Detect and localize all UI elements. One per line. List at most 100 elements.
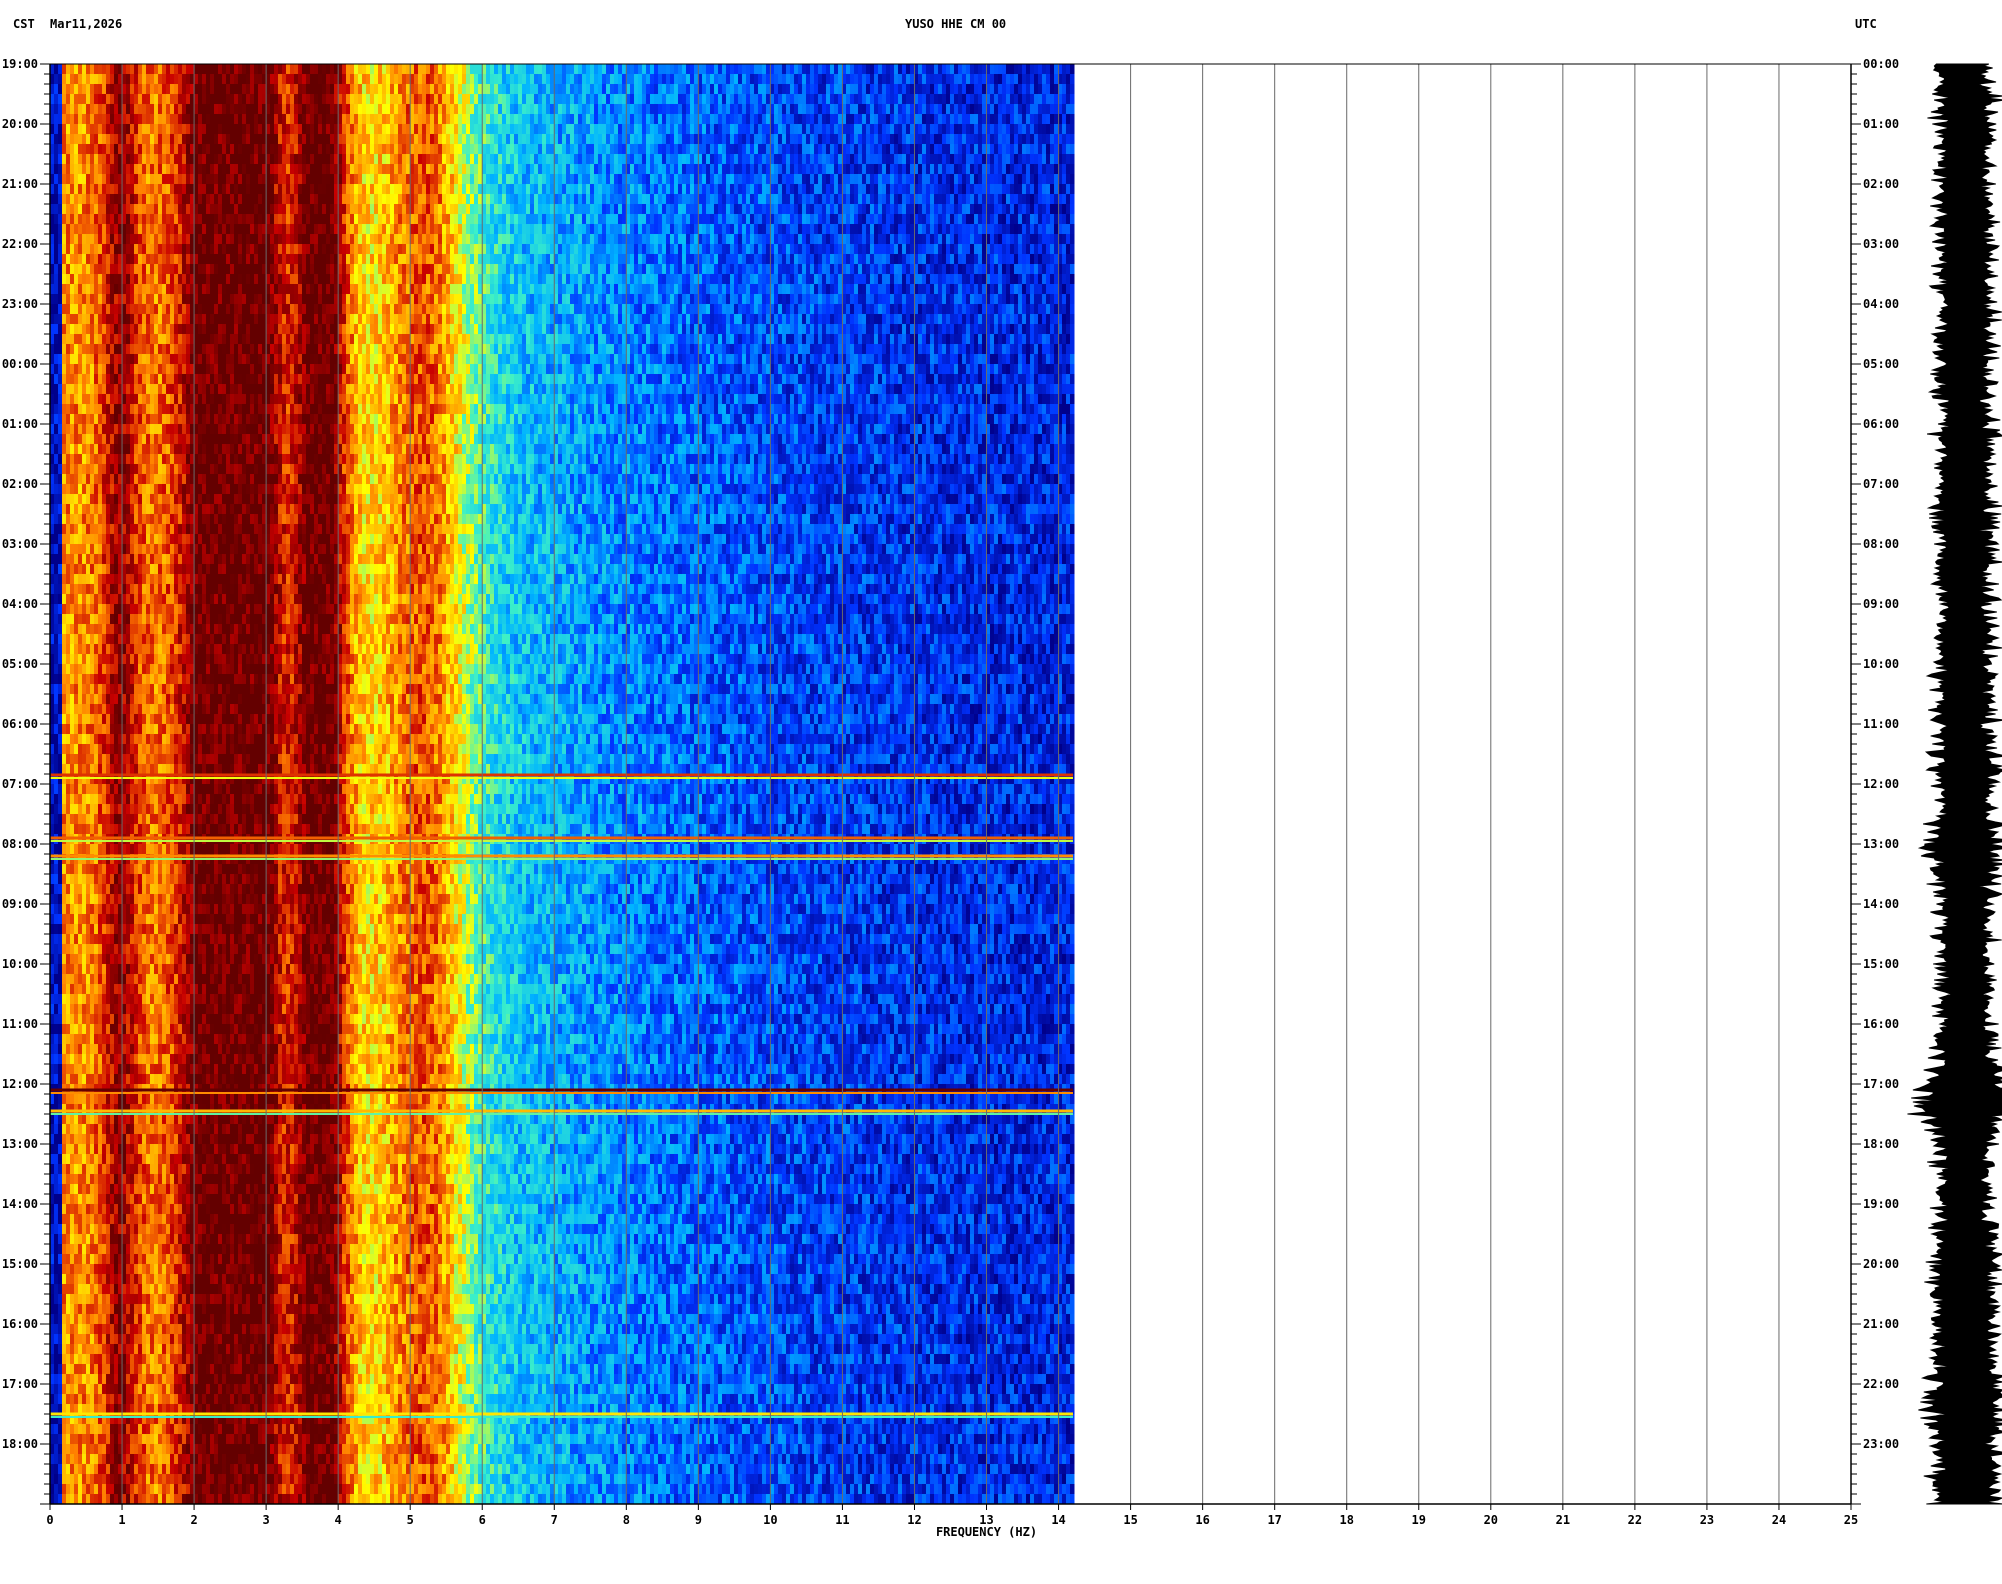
heatmap-cell (150, 704, 155, 715)
heatmap-cell (126, 404, 131, 415)
heatmap-cell (98, 984, 103, 995)
heatmap-cell (122, 1344, 127, 1355)
heatmap-cell (66, 1094, 71, 1105)
heatmap-cell (110, 744, 115, 755)
heatmap-cell (74, 1414, 79, 1425)
heatmap-cell (102, 1314, 107, 1325)
heatmap-cell (114, 894, 119, 905)
heatmap-cell (90, 684, 95, 695)
heatmap-cell (78, 1204, 83, 1215)
heatmap-cell (146, 1234, 151, 1245)
heatmap-cell (82, 1034, 87, 1045)
heatmap-cell (78, 1394, 83, 1405)
heatmap-cell (54, 1224, 59, 1235)
heatmap-cell (90, 1494, 95, 1505)
heatmap-cell (86, 944, 91, 955)
heatmap-cell (114, 544, 119, 555)
heatmap-cell (102, 1324, 107, 1335)
heatmap-cell (82, 1154, 87, 1165)
heatmap-cell (54, 1114, 59, 1125)
heatmap-cell (122, 624, 127, 635)
heatmap-cell (102, 884, 107, 895)
heatmap-cell (142, 1464, 147, 1475)
heatmap-cell (78, 1164, 83, 1175)
heatmap-cell (150, 554, 155, 565)
heatmap-cell (134, 1214, 139, 1225)
heatmap-cell (74, 354, 79, 365)
heatmap-cell (58, 1244, 63, 1255)
heatmap-cell (66, 954, 71, 965)
heatmap-cell (58, 224, 63, 235)
heatmap-cell (78, 1154, 83, 1165)
heatmap-cell (146, 444, 151, 455)
heatmap-cell (94, 474, 99, 485)
heatmap-cell (94, 454, 99, 465)
heatmap-cell (86, 1304, 91, 1315)
heatmap-cell (134, 224, 139, 235)
heatmap-cell (146, 1114, 151, 1125)
heatmap-cell (138, 384, 143, 395)
heatmap-cell (114, 1464, 119, 1475)
heatmap-cell (122, 1144, 127, 1155)
heatmap-cell (86, 1054, 91, 1065)
heatmap-cell (62, 894, 67, 905)
heatmap-cell (98, 714, 103, 725)
heatmap-cell (142, 1484, 147, 1495)
heatmap-cell (134, 134, 139, 145)
heatmap-cell (62, 1134, 67, 1145)
heatmap-cell (150, 614, 155, 625)
heatmap-cell (86, 914, 91, 925)
heatmap-cell (66, 894, 71, 905)
heatmap-cell (94, 744, 99, 755)
heatmap-cell (142, 1414, 147, 1425)
heatmap-cell (106, 1464, 111, 1475)
heatmap-cell (54, 394, 59, 405)
heatmap-cell (54, 384, 59, 395)
heatmap-cell (126, 204, 131, 215)
heatmap-cell (130, 754, 135, 765)
heatmap-cell (142, 1494, 147, 1505)
heatmap-cell (110, 274, 115, 285)
heatmap-cell (130, 614, 135, 625)
heatmap-cell (114, 234, 119, 245)
heatmap-cell (98, 164, 103, 175)
heatmap-cell (110, 894, 115, 905)
heatmap-cell (150, 934, 155, 945)
heatmap-cell (122, 354, 127, 365)
heatmap-cell (58, 124, 63, 135)
heatmap-cell (130, 964, 135, 975)
heatmap-cell (146, 474, 151, 485)
heatmap-cell (70, 1034, 75, 1045)
heatmap-cell (114, 434, 119, 445)
heatmap-cell (122, 724, 127, 735)
heatmap-cell (62, 544, 67, 555)
heatmap-cell (98, 84, 103, 95)
heatmap-cell (54, 444, 59, 455)
heatmap-cell (90, 534, 95, 545)
heatmap-cell (126, 804, 131, 815)
heatmap-cell (110, 1324, 115, 1335)
heatmap-cell (54, 144, 59, 155)
heatmap-cell (146, 1304, 151, 1315)
heatmap-cell (146, 704, 151, 715)
heatmap-cell (70, 1294, 75, 1305)
heatmap-cell (58, 1384, 63, 1395)
heatmap-cell (102, 914, 107, 925)
heatmap-cell (94, 1304, 99, 1315)
heatmap-cell (106, 1154, 111, 1165)
heatmap-cell (150, 724, 155, 735)
heatmap-cell (78, 124, 83, 135)
heatmap-cell (134, 1284, 139, 1295)
heatmap-cell (106, 1124, 111, 1135)
heatmap-cell (146, 864, 151, 875)
heatmap-cell (134, 914, 139, 925)
heatmap-cell (146, 264, 151, 275)
heatmap-cell (126, 1124, 131, 1135)
heatmap-cell (106, 484, 111, 495)
heatmap-cell (106, 1374, 111, 1385)
heatmap-cell (138, 1274, 143, 1285)
heatmap-cell (54, 524, 59, 535)
heatmap-cell (62, 414, 67, 425)
heatmap-cell (66, 1034, 71, 1045)
heatmap-cell (86, 634, 91, 645)
